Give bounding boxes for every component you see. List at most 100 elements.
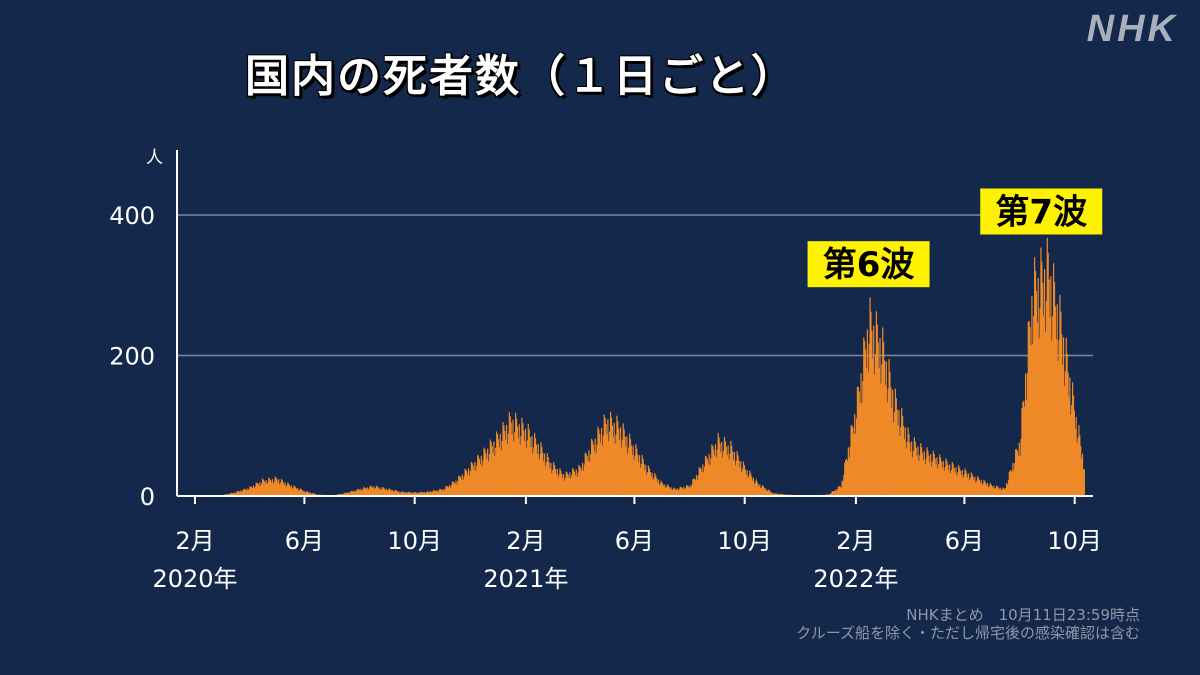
bar xyxy=(980,480,982,496)
bar xyxy=(395,490,397,496)
bar xyxy=(251,488,254,496)
bar xyxy=(510,422,512,496)
bar xyxy=(408,491,410,496)
bar xyxy=(938,464,940,496)
bar xyxy=(704,455,707,496)
bar xyxy=(262,479,265,496)
bar xyxy=(737,455,739,496)
bar xyxy=(958,465,960,496)
bar xyxy=(931,461,934,496)
bar xyxy=(468,468,470,496)
bar xyxy=(853,434,855,496)
bar xyxy=(509,416,511,496)
bar xyxy=(556,468,558,496)
bar xyxy=(540,442,542,496)
bar xyxy=(667,485,670,496)
bar xyxy=(498,447,500,496)
bar xyxy=(309,492,312,496)
bar xyxy=(441,490,444,496)
bar xyxy=(851,425,853,496)
bar xyxy=(1059,294,1061,496)
bar xyxy=(741,471,743,496)
bar xyxy=(419,492,421,496)
bar xyxy=(233,492,236,496)
bar xyxy=(428,491,430,496)
bar xyxy=(741,468,744,496)
bar xyxy=(719,443,721,496)
bar xyxy=(230,492,232,496)
bar xyxy=(373,486,375,496)
bar xyxy=(940,461,943,496)
bar xyxy=(848,457,850,496)
bar xyxy=(839,486,841,496)
bar xyxy=(865,367,868,496)
bar xyxy=(748,475,750,496)
bar xyxy=(1019,455,1021,496)
bar xyxy=(857,386,859,496)
bar xyxy=(609,411,612,496)
bar xyxy=(285,486,287,496)
bar xyxy=(261,478,264,496)
bar xyxy=(474,461,476,496)
bar xyxy=(577,472,579,496)
bar xyxy=(548,462,550,496)
bar xyxy=(1073,410,1075,496)
bar xyxy=(248,489,250,496)
bar xyxy=(949,473,952,496)
bar xyxy=(692,479,694,496)
bar xyxy=(864,349,867,496)
bar xyxy=(892,389,894,496)
bar xyxy=(702,464,704,496)
bar xyxy=(871,330,873,496)
bar xyxy=(1009,470,1011,496)
bar xyxy=(623,429,625,496)
bar xyxy=(936,457,938,496)
bar xyxy=(973,480,975,496)
bar xyxy=(999,487,1001,496)
bar xyxy=(454,484,456,496)
bar xyxy=(1069,377,1071,496)
bar xyxy=(467,474,469,496)
bar xyxy=(1074,428,1076,496)
bar xyxy=(906,441,908,496)
bar xyxy=(1029,327,1031,496)
bar xyxy=(642,459,644,496)
bar xyxy=(1056,304,1058,496)
bar xyxy=(572,468,574,496)
bar xyxy=(1083,469,1085,496)
bar xyxy=(260,485,262,496)
bar xyxy=(694,478,696,496)
bar xyxy=(893,412,896,496)
bar xyxy=(968,473,970,496)
bar xyxy=(709,464,711,496)
bar xyxy=(406,492,408,496)
axes xyxy=(176,150,1093,504)
bar xyxy=(727,445,729,496)
bar xyxy=(283,484,285,496)
bar xyxy=(402,491,404,496)
bar xyxy=(353,491,355,496)
bar xyxy=(502,422,504,496)
bar xyxy=(674,488,676,496)
bar xyxy=(583,464,585,496)
bar xyxy=(878,368,880,496)
bar xyxy=(967,477,969,496)
bar xyxy=(956,475,958,496)
bar xyxy=(396,491,398,496)
bar xyxy=(465,469,467,496)
bar xyxy=(993,485,995,496)
bar xyxy=(765,488,767,496)
bar xyxy=(459,477,462,496)
bar xyxy=(350,490,352,496)
bar xyxy=(270,480,272,496)
bar xyxy=(268,477,270,496)
bar xyxy=(831,491,833,496)
bar xyxy=(374,488,377,496)
bar xyxy=(984,481,986,496)
bar xyxy=(928,455,930,496)
bar xyxy=(907,427,909,496)
bar xyxy=(362,489,364,496)
bar xyxy=(846,460,849,496)
bar xyxy=(647,465,650,496)
bar xyxy=(651,472,653,496)
